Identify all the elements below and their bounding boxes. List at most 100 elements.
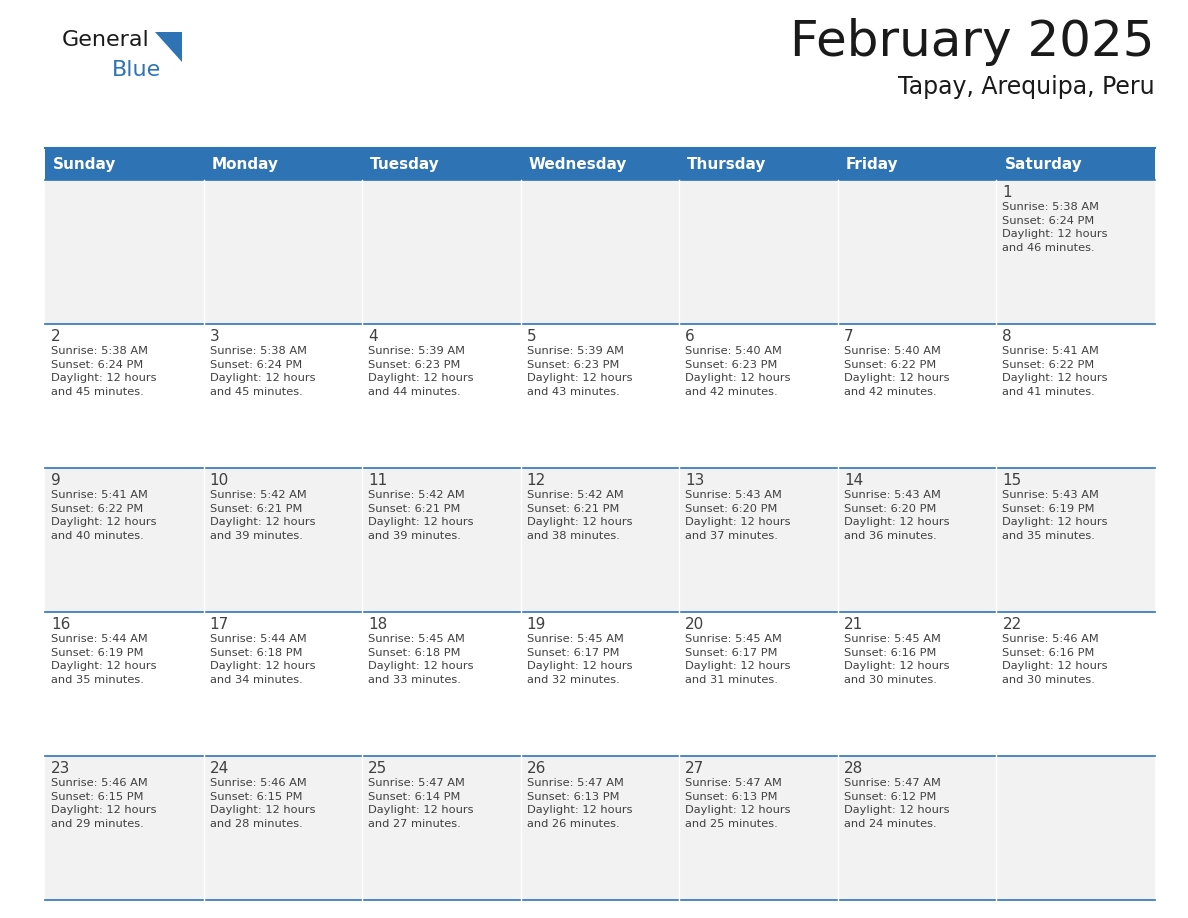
Text: 4: 4 xyxy=(368,329,378,344)
Text: 20: 20 xyxy=(685,617,704,632)
Bar xyxy=(520,324,680,468)
Text: 17: 17 xyxy=(209,617,229,632)
Text: Sunrise: 5:43 AM
Sunset: 6:20 PM
Daylight: 12 hours
and 37 minutes.: Sunrise: 5:43 AM Sunset: 6:20 PM Dayligh… xyxy=(685,490,791,541)
Text: Sunrise: 5:47 AM
Sunset: 6:13 PM
Daylight: 12 hours
and 25 minutes.: Sunrise: 5:47 AM Sunset: 6:13 PM Dayligh… xyxy=(685,778,791,829)
Bar xyxy=(362,612,520,756)
Bar xyxy=(203,756,362,900)
Text: 19: 19 xyxy=(526,617,546,632)
Text: 9: 9 xyxy=(51,473,61,488)
Bar xyxy=(362,324,520,468)
Text: 28: 28 xyxy=(843,761,864,776)
Text: Sunrise: 5:43 AM
Sunset: 6:20 PM
Daylight: 12 hours
and 36 minutes.: Sunrise: 5:43 AM Sunset: 6:20 PM Dayligh… xyxy=(843,490,949,541)
Text: Sunrise: 5:39 AM
Sunset: 6:23 PM
Daylight: 12 hours
and 44 minutes.: Sunrise: 5:39 AM Sunset: 6:23 PM Dayligh… xyxy=(368,346,474,397)
Bar xyxy=(203,148,362,180)
Text: Sunrise: 5:45 AM
Sunset: 6:18 PM
Daylight: 12 hours
and 33 minutes.: Sunrise: 5:45 AM Sunset: 6:18 PM Dayligh… xyxy=(368,634,474,685)
Bar xyxy=(45,324,203,468)
Bar xyxy=(203,180,362,324)
Text: Sunrise: 5:45 AM
Sunset: 6:17 PM
Daylight: 12 hours
and 31 minutes.: Sunrise: 5:45 AM Sunset: 6:17 PM Dayligh… xyxy=(685,634,791,685)
Text: Sunrise: 5:45 AM
Sunset: 6:16 PM
Daylight: 12 hours
and 30 minutes.: Sunrise: 5:45 AM Sunset: 6:16 PM Dayligh… xyxy=(843,634,949,685)
Bar xyxy=(362,756,520,900)
Bar xyxy=(680,612,838,756)
Text: General: General xyxy=(62,30,150,50)
Bar xyxy=(838,468,997,612)
Text: 26: 26 xyxy=(526,761,546,776)
Bar xyxy=(997,324,1155,468)
Text: Sunrise: 5:46 AM
Sunset: 6:15 PM
Daylight: 12 hours
and 29 minutes.: Sunrise: 5:46 AM Sunset: 6:15 PM Dayligh… xyxy=(51,778,157,829)
Text: Sunrise: 5:42 AM
Sunset: 6:21 PM
Daylight: 12 hours
and 38 minutes.: Sunrise: 5:42 AM Sunset: 6:21 PM Dayligh… xyxy=(526,490,632,541)
Bar xyxy=(997,612,1155,756)
Text: Sunrise: 5:38 AM
Sunset: 6:24 PM
Daylight: 12 hours
and 46 minutes.: Sunrise: 5:38 AM Sunset: 6:24 PM Dayligh… xyxy=(1003,202,1108,252)
Bar xyxy=(838,612,997,756)
Text: 25: 25 xyxy=(368,761,387,776)
Polygon shape xyxy=(154,32,182,62)
Text: Sunrise: 5:44 AM
Sunset: 6:19 PM
Daylight: 12 hours
and 35 minutes.: Sunrise: 5:44 AM Sunset: 6:19 PM Dayligh… xyxy=(51,634,157,685)
Text: 7: 7 xyxy=(843,329,853,344)
Bar xyxy=(520,180,680,324)
Text: 16: 16 xyxy=(51,617,70,632)
Bar xyxy=(680,756,838,900)
Bar xyxy=(362,468,520,612)
Text: Sunrise: 5:47 AM
Sunset: 6:13 PM
Daylight: 12 hours
and 26 minutes.: Sunrise: 5:47 AM Sunset: 6:13 PM Dayligh… xyxy=(526,778,632,829)
Text: Sunrise: 5:41 AM
Sunset: 6:22 PM
Daylight: 12 hours
and 40 minutes.: Sunrise: 5:41 AM Sunset: 6:22 PM Dayligh… xyxy=(51,490,157,541)
Text: Thursday: Thursday xyxy=(688,156,766,172)
Text: 1: 1 xyxy=(1003,185,1012,200)
Bar xyxy=(203,612,362,756)
Text: Sunrise: 5:41 AM
Sunset: 6:22 PM
Daylight: 12 hours
and 41 minutes.: Sunrise: 5:41 AM Sunset: 6:22 PM Dayligh… xyxy=(1003,346,1108,397)
Text: Sunrise: 5:40 AM
Sunset: 6:23 PM
Daylight: 12 hours
and 42 minutes.: Sunrise: 5:40 AM Sunset: 6:23 PM Dayligh… xyxy=(685,346,791,397)
Text: 3: 3 xyxy=(209,329,220,344)
Text: 6: 6 xyxy=(685,329,695,344)
Bar xyxy=(838,756,997,900)
Text: 24: 24 xyxy=(209,761,229,776)
Bar xyxy=(45,756,203,900)
Text: Sunrise: 5:46 AM
Sunset: 6:15 PM
Daylight: 12 hours
and 28 minutes.: Sunrise: 5:46 AM Sunset: 6:15 PM Dayligh… xyxy=(209,778,315,829)
Text: 8: 8 xyxy=(1003,329,1012,344)
Text: Sunrise: 5:38 AM
Sunset: 6:24 PM
Daylight: 12 hours
and 45 minutes.: Sunrise: 5:38 AM Sunset: 6:24 PM Dayligh… xyxy=(51,346,157,397)
Text: Tuesday: Tuesday xyxy=(371,156,440,172)
Text: 23: 23 xyxy=(51,761,70,776)
Text: February 2025: February 2025 xyxy=(790,18,1155,66)
Bar xyxy=(45,180,203,324)
Text: 10: 10 xyxy=(209,473,229,488)
Text: Saturday: Saturday xyxy=(1004,156,1082,172)
Bar xyxy=(520,148,680,180)
Bar xyxy=(520,612,680,756)
Text: Tapay, Arequipa, Peru: Tapay, Arequipa, Peru xyxy=(898,75,1155,99)
Bar xyxy=(45,612,203,756)
Bar xyxy=(680,180,838,324)
Text: 22: 22 xyxy=(1003,617,1022,632)
Text: Sunrise: 5:46 AM
Sunset: 6:16 PM
Daylight: 12 hours
and 30 minutes.: Sunrise: 5:46 AM Sunset: 6:16 PM Dayligh… xyxy=(1003,634,1108,685)
Bar xyxy=(838,148,997,180)
Bar xyxy=(362,180,520,324)
Text: 18: 18 xyxy=(368,617,387,632)
Text: Sunrise: 5:43 AM
Sunset: 6:19 PM
Daylight: 12 hours
and 35 minutes.: Sunrise: 5:43 AM Sunset: 6:19 PM Dayligh… xyxy=(1003,490,1108,541)
Text: 21: 21 xyxy=(843,617,864,632)
Bar xyxy=(680,324,838,468)
Bar xyxy=(838,324,997,468)
Text: 11: 11 xyxy=(368,473,387,488)
Text: Sunrise: 5:42 AM
Sunset: 6:21 PM
Daylight: 12 hours
and 39 minutes.: Sunrise: 5:42 AM Sunset: 6:21 PM Dayligh… xyxy=(209,490,315,541)
Text: 14: 14 xyxy=(843,473,864,488)
Bar xyxy=(680,148,838,180)
Text: Sunrise: 5:42 AM
Sunset: 6:21 PM
Daylight: 12 hours
and 39 minutes.: Sunrise: 5:42 AM Sunset: 6:21 PM Dayligh… xyxy=(368,490,474,541)
Text: 15: 15 xyxy=(1003,473,1022,488)
Text: Friday: Friday xyxy=(846,156,898,172)
Text: Sunday: Sunday xyxy=(53,156,116,172)
Text: Monday: Monday xyxy=(211,156,278,172)
Bar xyxy=(520,468,680,612)
Bar xyxy=(838,180,997,324)
Bar xyxy=(203,324,362,468)
Bar xyxy=(997,180,1155,324)
Bar xyxy=(362,148,520,180)
Bar xyxy=(997,148,1155,180)
Bar xyxy=(203,468,362,612)
Text: 5: 5 xyxy=(526,329,536,344)
Bar xyxy=(997,756,1155,900)
Bar xyxy=(45,468,203,612)
Bar xyxy=(997,468,1155,612)
Text: Sunrise: 5:47 AM
Sunset: 6:12 PM
Daylight: 12 hours
and 24 minutes.: Sunrise: 5:47 AM Sunset: 6:12 PM Dayligh… xyxy=(843,778,949,829)
Text: Sunrise: 5:39 AM
Sunset: 6:23 PM
Daylight: 12 hours
and 43 minutes.: Sunrise: 5:39 AM Sunset: 6:23 PM Dayligh… xyxy=(526,346,632,397)
Text: Sunrise: 5:40 AM
Sunset: 6:22 PM
Daylight: 12 hours
and 42 minutes.: Sunrise: 5:40 AM Sunset: 6:22 PM Dayligh… xyxy=(843,346,949,397)
Text: 27: 27 xyxy=(685,761,704,776)
Text: 12: 12 xyxy=(526,473,546,488)
Bar xyxy=(45,148,203,180)
